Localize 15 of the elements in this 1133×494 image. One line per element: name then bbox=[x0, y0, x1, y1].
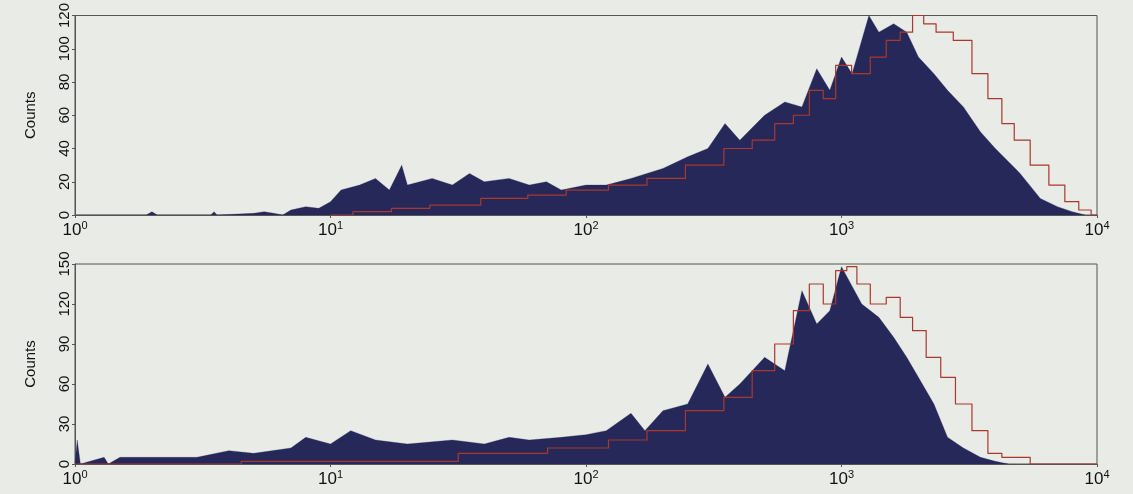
y-tick-label: 60 bbox=[55, 375, 72, 393]
y-tick-label: 0 bbox=[55, 459, 72, 469]
y-tick-label: 90 bbox=[55, 335, 72, 353]
y-tick-label: 80 bbox=[55, 73, 72, 91]
y-tick-label: 20 bbox=[55, 173, 72, 191]
y-tick-label: 60 bbox=[55, 106, 72, 124]
y-axis-title: Counts bbox=[21, 91, 38, 140]
y-tick-label: 30 bbox=[55, 415, 72, 433]
y-tick-label: 150 bbox=[55, 251, 72, 277]
y-tick-label: 40 bbox=[55, 140, 72, 157]
y-tick-label: 0 bbox=[55, 210, 72, 220]
y-axis-title: Counts bbox=[21, 340, 38, 388]
y-tick-label: 120 bbox=[55, 291, 72, 317]
y-tick-label: 100 bbox=[55, 36, 72, 62]
y-tick-label: 120 bbox=[55, 3, 72, 29]
